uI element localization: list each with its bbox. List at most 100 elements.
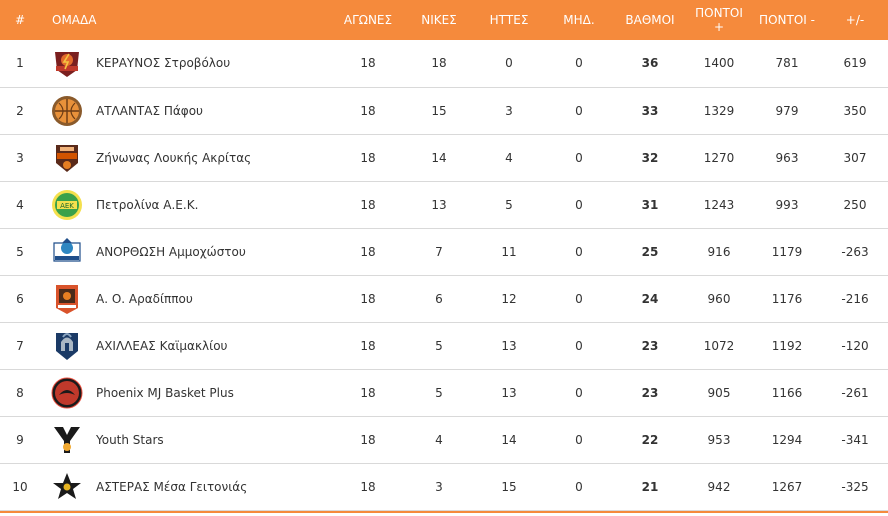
team-name-link[interactable]: ΚΕΡΑΥΝΟΣ Στροβόλου [96,56,231,71]
wins-cell: 4 [435,432,443,447]
losses-cell: 14 [501,432,517,447]
wins-cell: 3 [435,479,443,494]
points-against-cell: 1267 [771,479,803,494]
points-cell: 22 [641,432,659,447]
rank-cell: 9 [16,432,24,447]
points-against-cell: 1166 [771,385,803,400]
points-against-cell: 1192 [771,338,803,353]
losses-cell: 11 [501,244,517,259]
diff-cell: -325 [841,479,869,494]
wins-cell: 6 [435,291,443,306]
losses-cell: 0 [505,56,513,71]
losses-cell: 3 [505,103,513,118]
losses-cell: 12 [501,291,517,306]
md-cell: 0 [575,103,583,118]
points-for-cell: 1329 [703,103,735,118]
rank-cell: 8 [16,385,24,400]
wins-cell: 5 [435,385,443,400]
losses-cell: 13 [501,385,517,400]
header-games: ΑΓΩΝΕΣ [343,13,393,27]
keravnos-logo-icon [50,46,84,80]
team-name-link[interactable]: Πετρολίνα Α.Ε.Κ. [96,197,199,212]
team-name-link[interactable]: ΑΤΛΑΝΤΑΣ Πάφου [96,103,204,118]
points-cell: 33 [641,103,659,118]
anorthosi-logo-icon [50,235,84,269]
team-cell: Youth Stars [40,416,332,463]
team-name-link[interactable]: Phoenix MJ Basket Plus [96,385,234,400]
table-row-1: 1 ΚΕΡΑΥΝΟΣ Στροβόλου 18 18 0 0 36 1400 7… [0,40,888,87]
diff-cell: -261 [841,385,869,400]
wins-cell: 14 [431,150,447,165]
aek-logo-icon: ΑΕΚ [50,188,84,222]
diff-cell: -341 [841,432,869,447]
rank-cell: 2 [16,103,24,118]
games-cell: 18 [360,338,376,353]
games-cell: 18 [360,291,376,306]
points-against-cell: 1179 [771,244,803,259]
team-name-link[interactable]: Ζήνωνας Λουκής Ακρίτας [96,150,252,165]
diff-cell: 350 [843,103,867,118]
games-cell: 18 [360,385,376,400]
wins-cell: 5 [435,338,443,353]
table-row-2: 2 ΑΤΛΑΝΤΑΣ Πάφου 18 15 3 0 33 1329 979 3… [0,87,888,134]
md-cell: 0 [575,432,583,447]
table-row-5: 5 ΑΝΟΡΘΩΣΗ Αμμοχώστου 18 7 11 0 25 916 1… [0,228,888,275]
team-name-link[interactable]: ΑΧΙΛΛΕΑΣ Καϊμακλίου [96,338,228,353]
points-for-cell: 1400 [703,56,735,71]
team-name-link[interactable]: ΑΣΤΕΡΑΣ Μέσα Γειτονιάς [96,479,248,494]
header-rank: # [14,13,26,27]
team-cell: ΑΣΤΕΡΑΣ Μέσα Γειτονιάς [40,463,332,510]
header-wins: ΝΙΚΕΣ [421,13,457,27]
md-cell: 0 [575,197,583,212]
header-team: ΟΜΑΔΑ [52,13,97,27]
losses-cell: 13 [501,338,517,353]
md-cell: 0 [575,385,583,400]
asteras-logo-icon [50,470,84,504]
points-for-cell: 960 [707,291,731,306]
header-points: ΒΑΘΜΟΙ [625,13,675,27]
md-cell: 0 [575,244,583,259]
points-cell: 21 [641,479,659,494]
points-for-cell: 1243 [703,197,735,212]
wins-cell: 18 [431,56,447,71]
points-against-cell: 1176 [771,291,803,306]
games-cell: 18 [360,197,376,212]
header-md: ΜΗΔ. [563,13,595,27]
header-diff: +/- [845,13,865,27]
team-name-link[interactable]: Α. Ο. Αραδίππου [96,291,193,306]
rank-cell: 7 [16,338,24,353]
md-cell: 0 [575,479,583,494]
table-row-6: 6 Α. Ο. Αραδίππου 18 6 12 0 24 960 1176 … [0,275,888,322]
wins-cell: 15 [431,103,447,118]
losses-cell: 4 [505,150,513,165]
table-row-10: 10 ΑΣΤΕΡΑΣ Μέσα Γειτονιάς 18 3 15 0 21 9… [0,463,888,510]
table-row-4: 4 ΑΕΚ Πετρολίνα Α.Ε.Κ. 18 13 5 0 31 1243… [0,181,888,228]
team-cell: ΑΝΟΡΘΩΣΗ Αμμοχώστου [40,228,332,275]
md-cell: 0 [575,56,583,71]
header-losses: ΗΤΤΕΣ [489,13,529,27]
games-cell: 18 [360,432,376,447]
team-cell: Phoenix MJ Basket Plus [40,369,332,416]
team-cell: ΑΕΚ Πετρολίνα Α.Ε.Κ. [40,181,332,228]
games-cell: 18 [360,56,376,71]
svg-text:ΑΕΚ: ΑΕΚ [60,202,74,210]
points-for-cell: 953 [707,432,731,447]
points-against-cell: 963 [775,150,799,165]
table-header: # ΟΜΑΔΑ ΑΓΩΝΕΣ ΝΙΚΕΣ ΗΤΤΕΣ ΜΗΔ. ΒΑΘΜΟΙ Π… [0,0,888,40]
points-for-cell: 942 [707,479,731,494]
diff-cell: 307 [843,150,867,165]
team-cell: Ζήνωνας Λουκής Ακρίτας [40,134,332,181]
wins-cell: 7 [435,244,443,259]
team-name-link[interactable]: Youth Stars [96,432,164,447]
team-name-link[interactable]: ΑΝΟΡΘΩΣΗ Αμμοχώστου [96,244,246,259]
achilleas-logo-icon [50,329,84,363]
points-cell: 24 [641,291,659,306]
md-cell: 0 [575,338,583,353]
points-cell: 31 [641,197,659,212]
table-row-3: 3 Ζήνωνας Λουκής Ακρίτας 18 14 4 0 32 12… [0,134,888,181]
losses-cell: 15 [501,479,517,494]
points-against-cell: 781 [775,56,799,71]
team-cell: ΑΤΛΑΝΤΑΣ Πάφου [40,87,332,134]
youth-stars-logo-icon [50,423,84,457]
